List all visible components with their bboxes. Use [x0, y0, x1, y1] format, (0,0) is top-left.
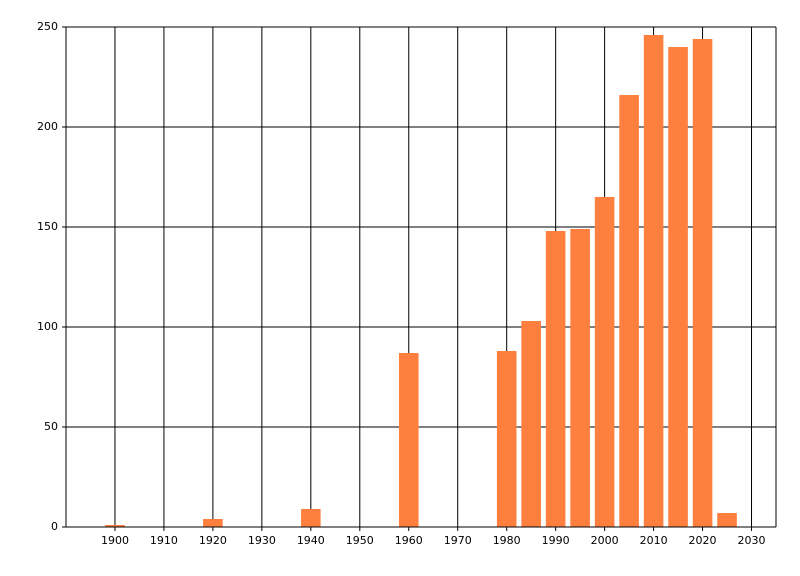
bar: [521, 321, 541, 527]
x-tick-label: 2000: [591, 534, 619, 547]
y-tick-label: 0: [51, 520, 58, 533]
y-tick-label: 50: [44, 420, 58, 433]
y-tick-label: 200: [37, 120, 58, 133]
x-tick-label: 1950: [346, 534, 374, 547]
y-tick-label: 100: [37, 320, 58, 333]
bar: [203, 519, 223, 527]
bar: [398, 353, 419, 527]
x-tick-label: 2030: [738, 534, 766, 547]
x-tick-label: 1930: [248, 534, 276, 547]
y-tick-label: 150: [37, 220, 58, 233]
x-tick-label: 2020: [689, 534, 717, 547]
bar: [570, 229, 590, 527]
bar: [668, 47, 688, 527]
x-tick-label: 1970: [444, 534, 472, 547]
bar: [545, 231, 566, 527]
x-tick-label: 1980: [493, 534, 521, 547]
x-tick-label: 1910: [150, 534, 178, 547]
x-tick-label: 1920: [199, 534, 227, 547]
x-tick-label: 1900: [101, 534, 129, 547]
bar: [717, 513, 737, 527]
bar: [619, 95, 639, 527]
bar: [643, 35, 664, 527]
bar: [594, 197, 615, 527]
x-tick-label: 2010: [640, 534, 668, 547]
x-tick-label: 1960: [395, 534, 423, 547]
bar: [301, 509, 321, 527]
bar: [105, 525, 125, 527]
x-tick-label: 1940: [297, 534, 325, 547]
bar: [692, 39, 713, 527]
y-tick-label: 250: [37, 20, 58, 33]
bar: [496, 351, 517, 527]
x-tick-label: 1990: [542, 534, 570, 547]
